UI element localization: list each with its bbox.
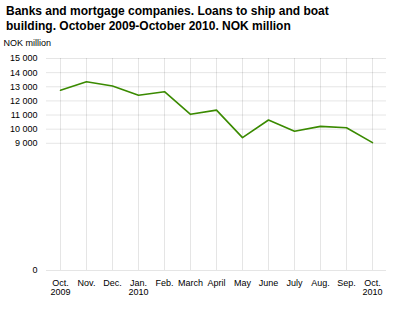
- svg-text:0: 0: [32, 265, 37, 275]
- svg-text:Feb.: Feb.: [155, 278, 173, 288]
- svg-text:May: May: [234, 278, 252, 288]
- svg-text:15 000: 15 000: [10, 53, 38, 63]
- svg-text:NOK million: NOK million: [4, 38, 52, 48]
- svg-text:9 000: 9 000: [15, 138, 38, 148]
- svg-text:Jan.2010: Jan.2010: [128, 278, 148, 297]
- svg-text:Dec.: Dec.: [103, 278, 122, 288]
- svg-text:June: June: [259, 278, 279, 288]
- html-text:Banks and mortgage companies.: Banks and mortgage companies. Loans to s…: [6, 4, 329, 18]
- svg-text:Sep.: Sep.: [337, 278, 356, 288]
- svg-text:13 000: 13 000: [10, 82, 38, 92]
- svg-text:Aug.: Aug.: [311, 278, 330, 288]
- svg-text:10 000: 10 000: [10, 124, 38, 134]
- svg-text:Oct.2010: Oct.2010: [362, 278, 382, 297]
- svg-text:12 000: 12 000: [10, 96, 38, 106]
- svg-text:April: April: [207, 278, 225, 288]
- svg-text:Nov.: Nov.: [78, 278, 96, 288]
- svg-text:14 000: 14 000: [10, 68, 38, 78]
- svg-text:March: March: [178, 278, 203, 288]
- svg-text:11 000: 11 000: [11, 110, 38, 120]
- svg-text:July: July: [286, 278, 303, 288]
- svg-text:Oct.2009: Oct.2009: [50, 278, 70, 297]
- html-text:building. October 2009-October: building. October 2009-October 2010. NOK…: [6, 19, 291, 33]
